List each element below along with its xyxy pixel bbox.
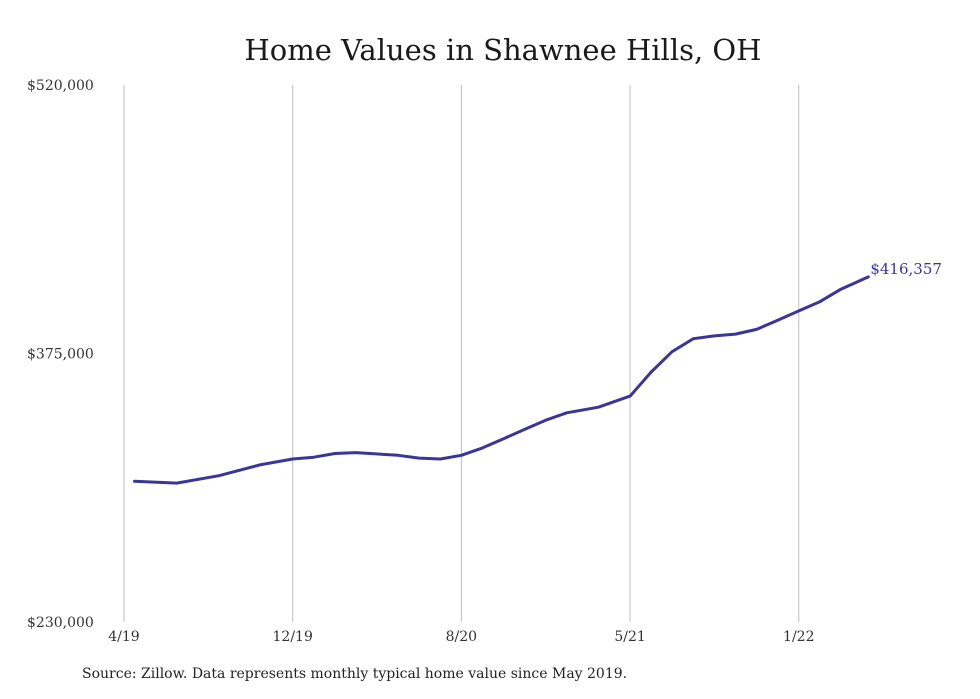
x-axis-tick-labels: 4/19 12/19 8/20 5/21 1/22 xyxy=(108,629,814,645)
y-tick-label: $375,000 xyxy=(27,347,94,363)
x-tick-label: 8/20 xyxy=(446,629,477,645)
end-value-label: $416,357 xyxy=(870,260,942,278)
x-tick-label: 5/21 xyxy=(614,629,645,645)
y-tick-label: $230,000 xyxy=(27,615,94,631)
series-line xyxy=(133,275,870,485)
x-tick-label: 4/19 xyxy=(108,629,139,645)
chart-title: Home Values in Shawnee Hills, OH xyxy=(245,33,762,67)
x-tick-label: 12/19 xyxy=(273,629,313,645)
y-axis-tick-labels: $520,000 $375,000 $230,000 xyxy=(27,78,94,631)
y-tick-label: $520,000 xyxy=(27,78,94,94)
vertical-gridlines xyxy=(123,85,800,622)
x-tick-label: 1/22 xyxy=(783,629,814,645)
series-layer: $416,357 xyxy=(133,260,942,485)
source-footnote: Source: Zillow. Data represents monthly … xyxy=(82,666,628,682)
